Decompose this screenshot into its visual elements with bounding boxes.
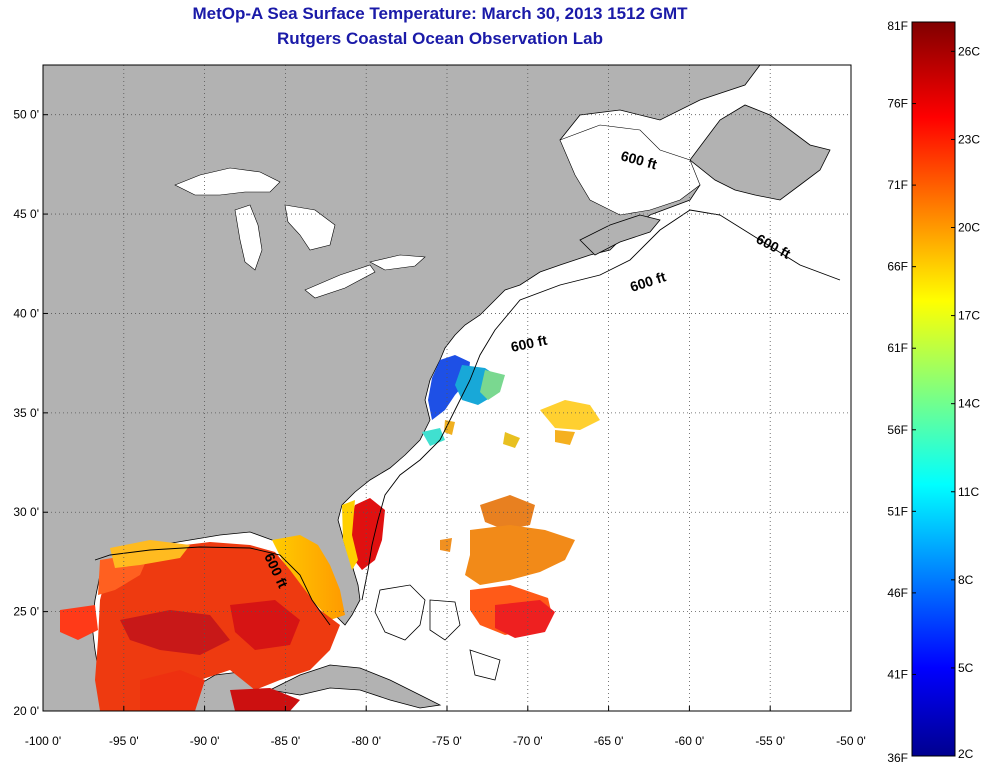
lon-tick-label: -65 0' [594, 734, 624, 748]
colorbar-f-label: 51F [887, 504, 908, 518]
lon-tick-label: -55 0' [755, 734, 785, 748]
lake-erie [304, 264, 376, 299]
lon-tick-label: -50 0' [836, 734, 866, 748]
colorbar-f-label: 61F [887, 341, 908, 355]
lon-tick-label: -80 0' [351, 734, 381, 748]
lat-tick-label: 50 0' [13, 108, 39, 122]
lake-ontario [369, 254, 426, 271]
colorbar-c-label: 2C [958, 747, 974, 761]
colorbar-c-label: 26C [958, 44, 980, 58]
bahamas-shelf [374, 584, 501, 681]
contour-label: 600 ft [509, 332, 548, 355]
latitude-axis: 20 0' 25 0' 30 0' 35 0' 40 0' 45 0' 50 0' [13, 108, 48, 718]
lake-michigan [234, 204, 263, 271]
longitude-axis: -100 0' -95 0' -90 0' -85 0' -80 0' -75 0' -70… [25, 706, 866, 748]
colorbar-c-label: 17C [958, 309, 980, 323]
lon-tick-label: -70 0' [513, 734, 543, 748]
lat-tick-label: 25 0' [13, 605, 39, 619]
lon-tick-label: -90 0' [190, 734, 220, 748]
map-subtitle: Rutgers Coastal Ocean Observation Lab [277, 29, 603, 48]
lon-tick-label: -85 0' [271, 734, 301, 748]
land-newfoundland [689, 104, 831, 201]
graticule [43, 65, 851, 711]
colorbar-c-label: 20C [958, 221, 980, 235]
land-nova-scotia [579, 214, 661, 256]
colorbar-f-label: 81F [887, 19, 908, 33]
lat-tick-label: 40 0' [13, 306, 39, 320]
lon-tick-label: -60 0' [675, 734, 705, 748]
lat-tick-label: 35 0' [13, 406, 39, 420]
colorbar-f-label: 36F [887, 751, 908, 765]
colorbar-c-label: 14C [958, 397, 980, 411]
colorbar-c-label: 5C [958, 661, 974, 675]
colorbar-f-label: 66F [887, 260, 908, 274]
colorbar-f-label: 76F [887, 97, 908, 111]
lake-huron [284, 204, 336, 251]
land-cuba [268, 664, 442, 709]
colorbar-c-label: 11C [958, 485, 979, 499]
lon-tick-label: -95 0' [109, 734, 139, 748]
colorbar-f-label: 46F [887, 586, 908, 600]
lake-superior [174, 167, 281, 196]
lat-tick-label: 30 0' [13, 505, 39, 519]
colorbar-fahrenheit-labels: 81F 76F 71F 66F 61F 56F 51F 46F 41F 36F [887, 19, 916, 765]
lat-tick-label: 45 0' [13, 207, 39, 221]
lon-tick-label: -75 0' [432, 734, 462, 748]
colorbar-c-label: 23C [958, 132, 980, 146]
colorbar-f-label: 71F [887, 178, 908, 192]
map-title: MetOp-A Sea Surface Temperature: March 3… [192, 4, 688, 23]
temperature-colorbar [911, 21, 956, 757]
colorbar-celsius-labels: 26C 23C 20C 17C 14C 11C 8C 5C 2C [951, 44, 980, 761]
lat-tick-label: 20 0' [13, 704, 39, 718]
lon-tick-label: -100 0' [25, 734, 61, 748]
colorbar-f-label: 56F [887, 423, 908, 437]
contour-600ft [94, 209, 841, 626]
colorbar-c-label: 8C [958, 573, 974, 587]
st-lawrence-gulf [559, 124, 701, 216]
colorbar-f-label: 41F [887, 667, 908, 681]
